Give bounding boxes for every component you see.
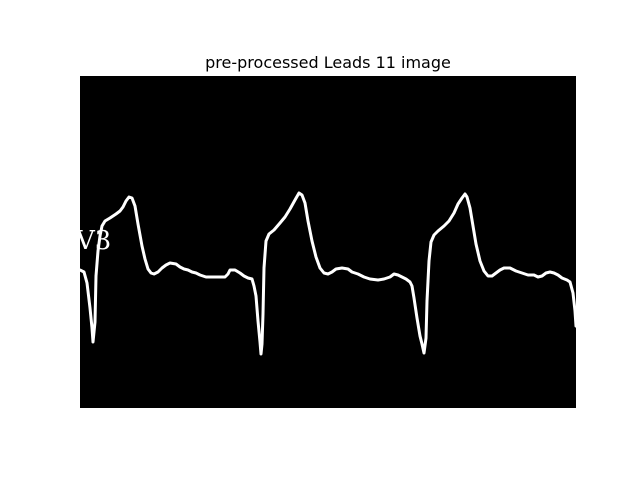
ecg-trace <box>80 191 576 356</box>
ecg-image-panel: V3 <box>80 76 576 408</box>
figure-title: pre-processed Leads 11 image <box>205 53 451 72</box>
ecg-trace-svg <box>80 191 576 356</box>
lead-label: V3 <box>80 226 112 256</box>
